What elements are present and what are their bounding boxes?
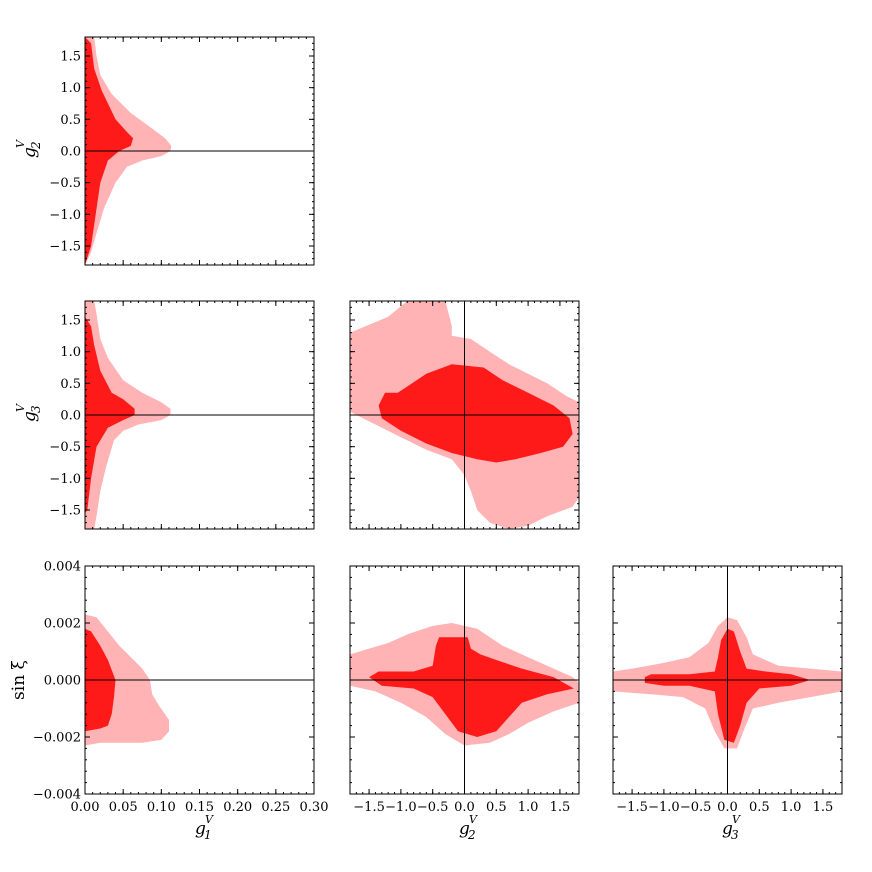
axis-title-sinxi: sin ξ bbox=[9, 660, 29, 700]
y-tick-label: −0.002 bbox=[33, 731, 81, 746]
panel-g3-sinxi: −1.5 −1.0 −0.5 0.0 0.5 1.0 1.5 bbox=[612, 565, 843, 815]
contour-68-region bbox=[378, 364, 573, 463]
plot-area bbox=[350, 301, 579, 529]
axis-title-symbol: g bbox=[459, 819, 470, 839]
y-tick-label: −0.004 bbox=[33, 788, 81, 803]
plot-area bbox=[85, 614, 314, 746]
x-tick-label: 0.0 bbox=[717, 800, 738, 815]
panel-g1-g3: −1.5 −1.0 −0.5 0.0 0.5 1.0 1.5 bbox=[49, 300, 315, 530]
y-tick-label: 1.5 bbox=[60, 314, 81, 329]
y-tick-label: −1.0 bbox=[49, 208, 81, 223]
y-tick-label: 0.0 bbox=[60, 145, 81, 160]
axis-title-sub: 1 bbox=[204, 828, 212, 842]
x-tick-label: 0.05 bbox=[109, 800, 138, 815]
x-tick-label: −1.5 bbox=[616, 800, 648, 815]
plot-area bbox=[613, 566, 842, 794]
x-tick-label: 1.0 bbox=[781, 800, 802, 815]
axis-title-text: sin ξ bbox=[9, 660, 29, 700]
plot-area bbox=[85, 301, 314, 529]
x-tick-label: 1.5 bbox=[813, 800, 834, 815]
x-tick-label: 0.10 bbox=[147, 800, 176, 815]
y-tick-label: 0.0 bbox=[60, 409, 81, 424]
axis-title-symbol: g bbox=[20, 411, 40, 422]
plot-area bbox=[350, 566, 579, 794]
contour-68-region bbox=[369, 637, 574, 737]
x-tick-label: −1.0 bbox=[385, 800, 417, 815]
panel-g1-g2: −1.5 −1.0 −0.5 0.0 0.5 1.0 1.5 bbox=[49, 36, 315, 266]
x-tick-label: 0.30 bbox=[300, 800, 329, 815]
y-tick-label: −0.5 bbox=[49, 440, 81, 455]
panel-g2-sinxi: −1.5 −1.0 −0.5 0.0 0.5 1.0 1.5 bbox=[349, 565, 580, 815]
axis-title-sub: 2 bbox=[29, 141, 43, 150]
y-tick-label: 1.0 bbox=[60, 345, 81, 360]
x-tick-label: −1.0 bbox=[648, 800, 680, 815]
x-tick-label: 0.5 bbox=[749, 800, 770, 815]
axis-title-symbol: g bbox=[722, 819, 733, 839]
axis-title-sup: V bbox=[732, 813, 741, 826]
axis-title-sup: V bbox=[14, 139, 27, 148]
y-tick-label: 0.5 bbox=[60, 377, 81, 392]
x-tick-label: −0.5 bbox=[680, 800, 712, 815]
y-tick-label: 1.0 bbox=[60, 81, 81, 96]
y-tick-label: 0.5 bbox=[60, 113, 81, 128]
axis-title-sub: 2 bbox=[467, 828, 476, 842]
x-tick-label: −0.5 bbox=[417, 800, 449, 815]
y-tick-label: 1.5 bbox=[60, 50, 81, 65]
y-tick-label: 0.000 bbox=[44, 674, 81, 689]
x-tick-label: 0.15 bbox=[185, 800, 214, 815]
axis-title-g1V: g V 1 bbox=[195, 813, 214, 842]
panel-g1-sinxi: 0.00 0.05 0.10 0.15 0.20 0.25 0.30 −0.004 −0.002… bbox=[33, 560, 329, 816]
axis-title-sup: V bbox=[205, 813, 214, 826]
x-tick-label: 0.5 bbox=[486, 800, 507, 815]
axis-title-sup: V bbox=[469, 813, 478, 826]
axis-title-symbol: g bbox=[195, 819, 206, 839]
axis-title-symbol: g bbox=[20, 147, 40, 158]
x-tick-label: 1.5 bbox=[550, 800, 571, 815]
plot-area bbox=[85, 37, 314, 265]
axis-title-sub: 3 bbox=[731, 828, 739, 842]
x-tick-label: −1.5 bbox=[353, 800, 385, 815]
y-tick-label: −1.5 bbox=[49, 504, 81, 519]
axis-title-sub: 3 bbox=[29, 405, 43, 413]
y-tick-label: −0.5 bbox=[49, 176, 81, 191]
x-tick-label: 1.0 bbox=[518, 800, 539, 815]
axis-title-sup: V bbox=[14, 403, 27, 412]
panel-g2-g3 bbox=[349, 300, 580, 530]
y-tick-label: −1.0 bbox=[49, 472, 81, 487]
x-tick-label: 0.20 bbox=[223, 800, 252, 815]
x-tick-label: 0.00 bbox=[71, 800, 100, 815]
y-tick-label: 0.002 bbox=[44, 617, 81, 632]
x-tick-label: 0.0 bbox=[454, 800, 475, 815]
y-tick-label: 0.004 bbox=[44, 560, 81, 575]
x-tick-label: 0.25 bbox=[261, 800, 290, 815]
y-tick-label: −1.5 bbox=[49, 240, 81, 255]
